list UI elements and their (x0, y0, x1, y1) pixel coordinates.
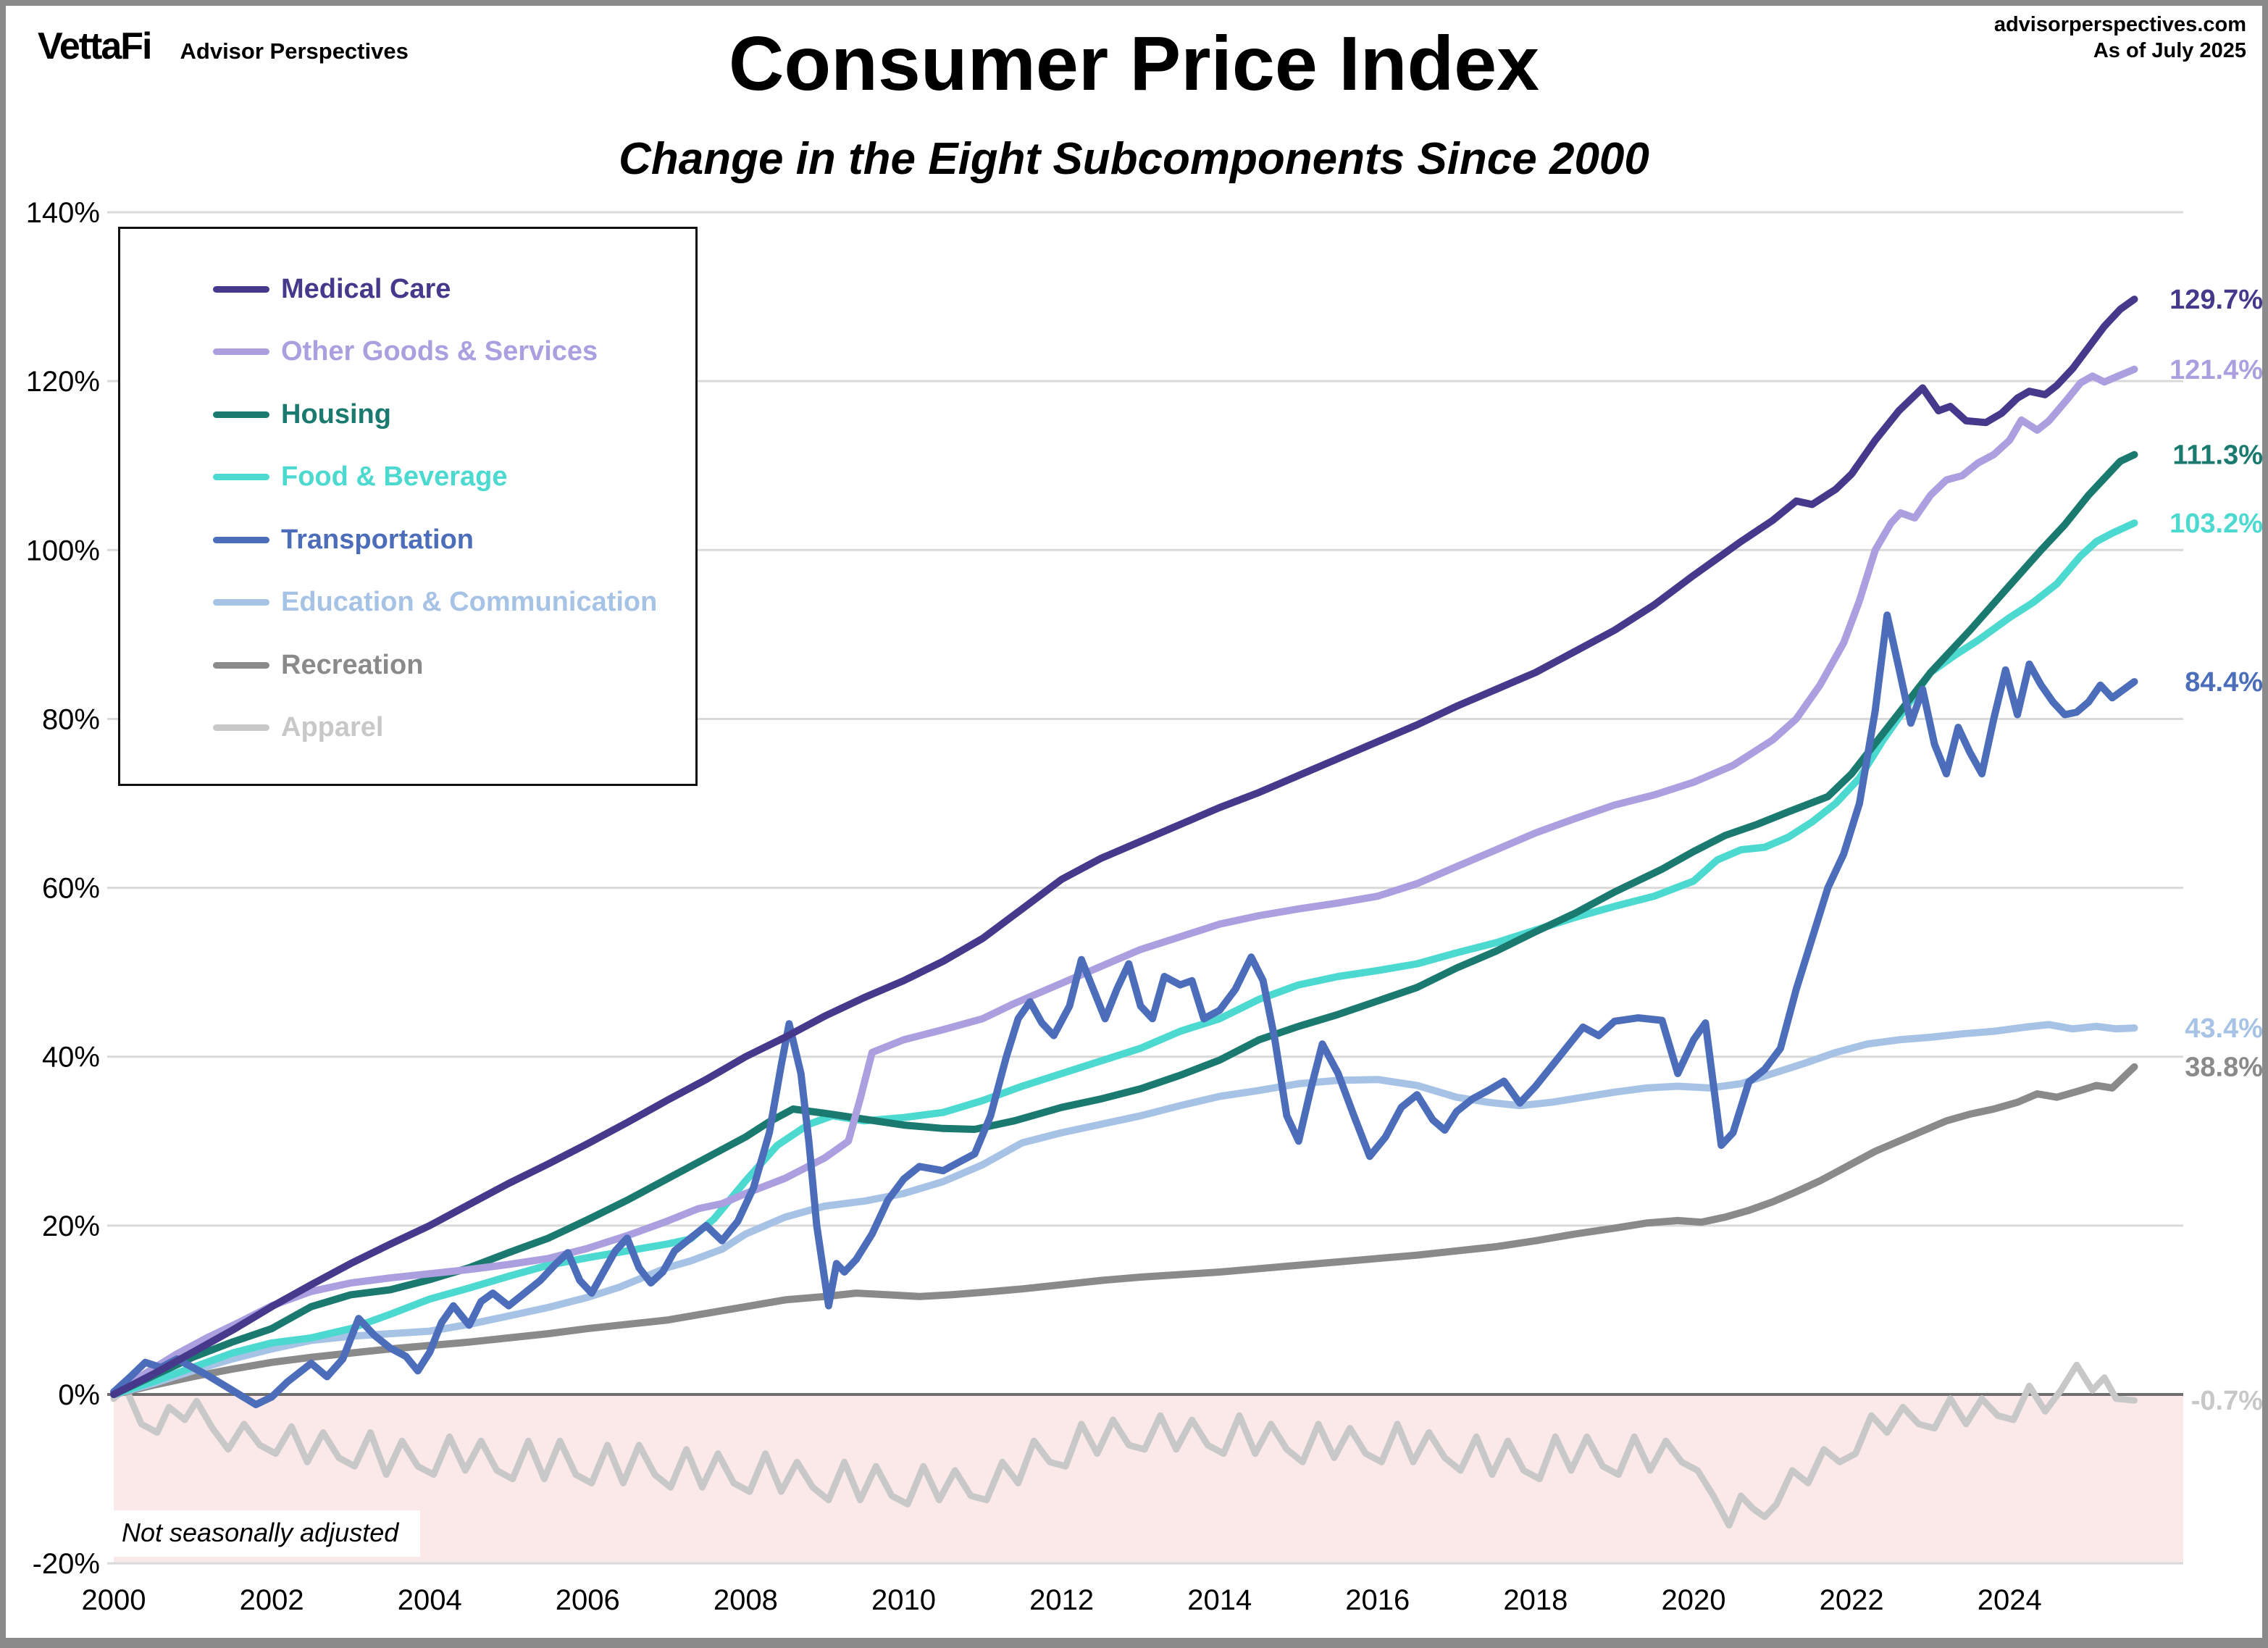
y-tick-label: 120% (26, 366, 100, 398)
legend-swatch (213, 536, 269, 543)
vettafi-logo: VettaFi (38, 25, 152, 67)
x-tick-label: 2016 (1345, 1584, 1410, 1616)
legend-item-education-communication: Education & Communication (213, 587, 681, 618)
end-value-label: 43.4% (2185, 1013, 2263, 1044)
page-title: Consumer Price Index (728, 21, 1540, 106)
legend-swatch (213, 348, 269, 356)
y-tick-label: 60% (42, 873, 100, 905)
end-value-label: 84.4% (2185, 667, 2263, 698)
legend-item-recreation: Recreation (213, 650, 681, 681)
x-tick-label: 2002 (240, 1584, 304, 1616)
legend-label: Transportation (281, 524, 474, 555)
advisor-perspectives-label: Advisor Perspectives (180, 38, 409, 64)
legend-item-apparel: Apparel (213, 712, 681, 743)
legend-label: Medical Care (281, 274, 451, 304)
x-tick-label: 2006 (556, 1584, 620, 1616)
series-line-medical-care (110, 296, 2138, 1398)
brand-header: VettaFi Advisor Perspectives (38, 25, 409, 68)
legend-item-other-goods-services: Other Goods & Services (213, 336, 681, 367)
x-tick-label: 2020 (1662, 1584, 1726, 1616)
y-tick-label: 20% (42, 1210, 100, 1242)
x-tick-label: 2022 (1820, 1584, 1884, 1616)
end-value-label: 38.8% (2185, 1053, 2263, 1083)
legend-box: Medical Care Other Goods & Services Housin… (118, 227, 698, 786)
not-seasonally-adjusted-note: Not seasonally adjusted (101, 1510, 421, 1557)
legend-swatch (213, 411, 269, 418)
source-block: advisorperspectives.com As of July 2025 (1994, 12, 2246, 64)
end-value-label: -0.7% (2191, 1386, 2263, 1416)
series-line-apparel (110, 1361, 2138, 1529)
series-line-other-goods-services (110, 365, 2138, 1398)
series-line-recreation (110, 1063, 2138, 1398)
legend-label: Recreation (281, 649, 424, 680)
legend-item-food-beverage: Food & Beverage (213, 461, 681, 493)
series-line-education-communication (110, 1021, 2138, 1398)
x-tick-label: 2004 (398, 1584, 462, 1616)
end-value-label: 111.3% (2172, 440, 2263, 471)
legend-label: Housing (281, 398, 391, 430)
end-value-label: 103.2% (2169, 509, 2263, 539)
legend-label: Education & Communication (281, 587, 658, 618)
legend-swatch (213, 599, 269, 606)
y-tick-label: -20% (33, 1548, 100, 1580)
x-tick-label: 2010 (871, 1584, 936, 1616)
end-value-label: 129.7% (2169, 285, 2263, 315)
x-tick-label: 2012 (1029, 1584, 1094, 1616)
y-tick-label: 40% (42, 1042, 100, 1074)
y-tick-label: 0% (58, 1379, 100, 1411)
x-tick-label: 2024 (1978, 1584, 2042, 1616)
legend-label: Apparel (281, 711, 384, 743)
series-line-housing (110, 451, 2138, 1398)
legend-swatch (213, 661, 269, 669)
y-tick-label: 140% (26, 197, 100, 229)
end-value-label: 121.4% (2169, 355, 2263, 385)
legend-swatch (213, 474, 269, 481)
x-tick-label: 2000 (82, 1584, 146, 1616)
x-tick-label: 2014 (1187, 1584, 1252, 1616)
source-site: advisorperspectives.com (1993, 13, 2246, 36)
legend-item-housing: Housing (213, 399, 681, 430)
legend-label: Other Goods & Services (281, 336, 598, 367)
y-tick-label: 100% (26, 535, 100, 566)
series-line-transportation (110, 611, 2138, 1408)
y-tick-label: 80% (42, 703, 100, 735)
page-subtitle: Change in the Eight Subcomponents Since … (619, 134, 1649, 184)
x-tick-label: 2008 (714, 1584, 778, 1616)
legend-swatch (213, 286, 269, 293)
as-of-date: As of July 2025 (2093, 39, 2246, 63)
negative-zone (114, 1394, 2183, 1564)
legend-swatch (213, 724, 269, 731)
legend-label: Food & Beverage (281, 461, 508, 493)
legend-item-medical-care: Medical Care (213, 274, 681, 305)
x-tick-label: 2018 (1503, 1584, 1568, 1616)
legend-item-transportation: Transportation (213, 524, 681, 556)
